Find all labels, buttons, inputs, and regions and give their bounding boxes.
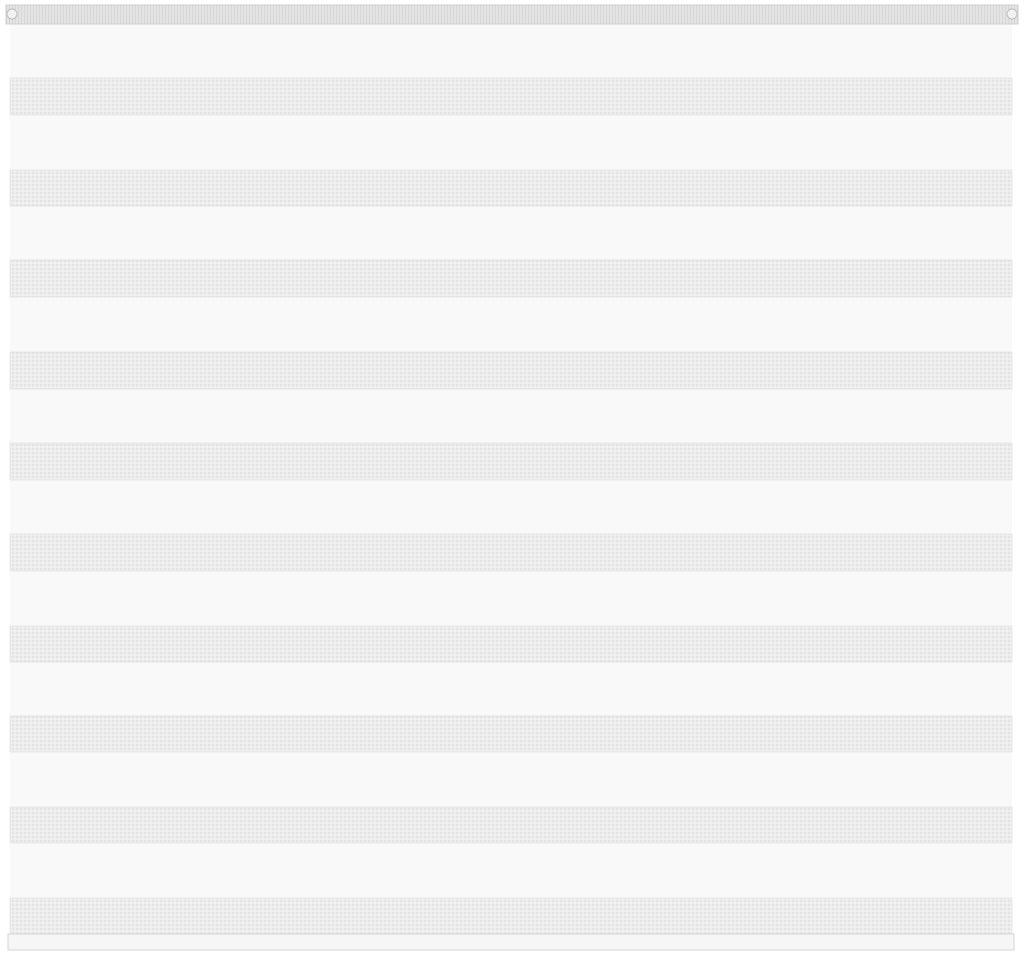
bracket: [6, 8, 18, 20]
mesh-stripe: [9, 897, 1013, 935]
mesh-stripe: [9, 625, 1013, 663]
top-rail: [5, 4, 1019, 25]
mesh-stripe: [9, 169, 1013, 207]
mesh-stripe: [9, 259, 1013, 298]
mesh-stripe: [9, 442, 1013, 481]
bracket: [1006, 8, 1018, 20]
mesh-stripes: [9, 77, 1013, 935]
mesh-stripe: [9, 806, 1013, 844]
mesh-stripe: [9, 351, 1013, 390]
mesh-stripe: [9, 533, 1013, 572]
mesh-stripe: [9, 715, 1013, 753]
mesh-stripe: [9, 77, 1013, 116]
bottom-rail: [7, 933, 1015, 951]
